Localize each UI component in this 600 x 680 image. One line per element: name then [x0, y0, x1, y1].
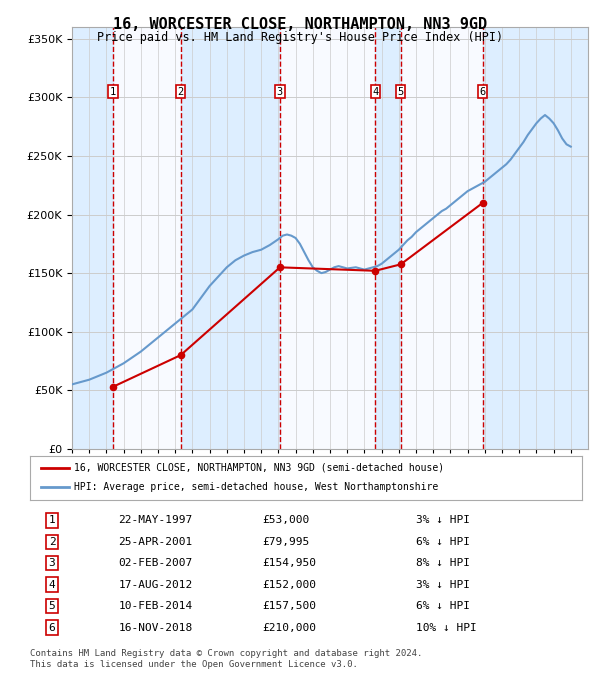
Bar — [181, 27, 280, 449]
Text: 6: 6 — [49, 623, 55, 632]
Text: 25-APR-2001: 25-APR-2001 — [118, 537, 193, 547]
Point — [478, 197, 488, 208]
Text: 2: 2 — [178, 86, 184, 97]
Text: 3% ↓ HPI: 3% ↓ HPI — [416, 515, 470, 526]
Text: 1: 1 — [110, 86, 116, 97]
Text: 16-NOV-2018: 16-NOV-2018 — [118, 623, 193, 632]
Text: £53,000: £53,000 — [262, 515, 309, 526]
Text: £152,000: £152,000 — [262, 579, 316, 590]
Text: 4: 4 — [49, 579, 55, 590]
Text: 3% ↓ HPI: 3% ↓ HPI — [416, 579, 470, 590]
Text: 3: 3 — [49, 558, 55, 568]
Text: £79,995: £79,995 — [262, 537, 309, 547]
Point — [396, 259, 406, 270]
Point — [176, 350, 185, 360]
Text: 02-FEB-2007: 02-FEB-2007 — [118, 558, 193, 568]
Text: Contains HM Land Registry data © Crown copyright and database right 2024.
This d: Contains HM Land Registry data © Crown c… — [30, 649, 422, 669]
Point — [275, 262, 285, 273]
Text: 10% ↓ HPI: 10% ↓ HPI — [416, 623, 477, 632]
Text: 4: 4 — [372, 86, 379, 97]
Text: 6% ↓ HPI: 6% ↓ HPI — [416, 537, 470, 547]
Text: Price paid vs. HM Land Registry's House Price Index (HPI): Price paid vs. HM Land Registry's House … — [97, 31, 503, 44]
Text: 5: 5 — [398, 86, 404, 97]
Bar — [375, 27, 401, 449]
Text: 3: 3 — [277, 86, 283, 97]
Point — [109, 381, 118, 392]
Bar — [72, 27, 113, 449]
Text: £154,950: £154,950 — [262, 558, 316, 568]
Text: 2: 2 — [49, 537, 55, 547]
Text: 8% ↓ HPI: 8% ↓ HPI — [416, 558, 470, 568]
Text: 6% ↓ HPI: 6% ↓ HPI — [416, 601, 470, 611]
Text: £210,000: £210,000 — [262, 623, 316, 632]
Text: 16, WORCESTER CLOSE, NORTHAMPTON, NN3 9GD: 16, WORCESTER CLOSE, NORTHAMPTON, NN3 9G… — [113, 17, 487, 32]
Text: 6: 6 — [479, 86, 486, 97]
Text: 22-MAY-1997: 22-MAY-1997 — [118, 515, 193, 526]
Text: £157,500: £157,500 — [262, 601, 316, 611]
Point — [370, 265, 380, 276]
Text: 5: 5 — [49, 601, 55, 611]
Bar — [483, 27, 588, 449]
Text: 10-FEB-2014: 10-FEB-2014 — [118, 601, 193, 611]
Text: 1: 1 — [49, 515, 55, 526]
Text: HPI: Average price, semi-detached house, West Northamptonshire: HPI: Average price, semi-detached house,… — [74, 482, 439, 492]
Text: 17-AUG-2012: 17-AUG-2012 — [118, 579, 193, 590]
Text: 16, WORCESTER CLOSE, NORTHAMPTON, NN3 9GD (semi-detached house): 16, WORCESTER CLOSE, NORTHAMPTON, NN3 9G… — [74, 463, 444, 473]
